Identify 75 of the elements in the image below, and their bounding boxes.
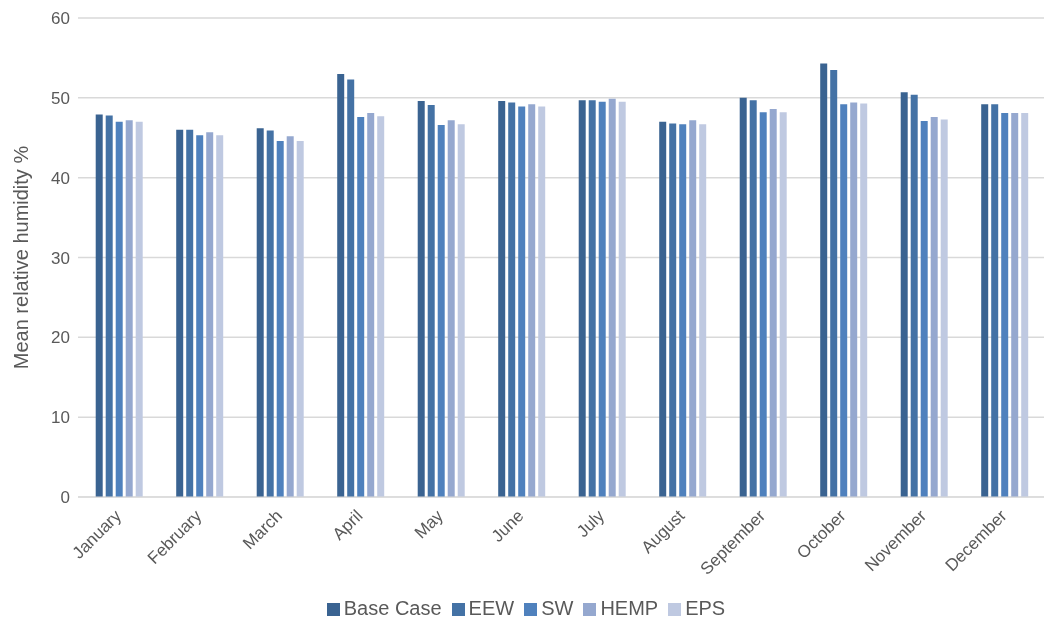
bar bbox=[850, 102, 858, 497]
bar bbox=[357, 116, 365, 497]
bar bbox=[457, 124, 465, 497]
bar bbox=[266, 130, 274, 497]
bar bbox=[216, 135, 224, 497]
bar bbox=[196, 135, 204, 497]
bar bbox=[508, 102, 516, 497]
bar bbox=[669, 123, 677, 497]
bar bbox=[759, 112, 767, 497]
bar bbox=[1011, 113, 1019, 497]
bar bbox=[679, 124, 687, 497]
bar bbox=[125, 120, 133, 497]
legend-label: SW bbox=[541, 597, 574, 619]
bar bbox=[135, 121, 143, 497]
bar bbox=[860, 103, 868, 497]
bar bbox=[115, 121, 123, 497]
bar bbox=[256, 128, 264, 497]
bar bbox=[900, 92, 908, 497]
bar bbox=[528, 104, 536, 497]
legend-label: EEW bbox=[468, 597, 515, 619]
bar bbox=[186, 129, 194, 497]
legend-label: HEMP bbox=[600, 597, 659, 619]
bar bbox=[598, 101, 606, 497]
legend-label: EPS bbox=[685, 597, 726, 619]
bar bbox=[991, 104, 999, 497]
bar bbox=[739, 97, 747, 497]
bar bbox=[498, 101, 506, 497]
bar bbox=[749, 100, 757, 497]
y-tick-label: 10 bbox=[51, 408, 70, 428]
bar bbox=[337, 73, 345, 497]
bar bbox=[981, 104, 989, 497]
bar bbox=[910, 94, 918, 497]
x-tick-label: May bbox=[410, 505, 448, 543]
bar bbox=[518, 106, 526, 497]
bar bbox=[276, 140, 284, 497]
bar bbox=[377, 116, 385, 497]
bar bbox=[95, 114, 103, 497]
bar bbox=[417, 101, 425, 497]
y-axis-title: Mean relative humidity % bbox=[10, 145, 33, 370]
bar bbox=[930, 116, 938, 497]
y-tick-label: 30 bbox=[51, 248, 70, 268]
bar bbox=[820, 63, 828, 497]
bar bbox=[578, 100, 586, 497]
bar bbox=[920, 120, 928, 497]
bar bbox=[427, 105, 435, 497]
bar bbox=[588, 100, 596, 497]
bar bbox=[699, 124, 707, 497]
bar bbox=[840, 104, 848, 497]
bar bbox=[296, 140, 304, 497]
bar bbox=[608, 98, 616, 497]
bar bbox=[659, 121, 667, 497]
legend-label: Base Case bbox=[343, 597, 442, 619]
x-tick-label: July bbox=[573, 505, 609, 542]
bar bbox=[538, 106, 546, 497]
bar bbox=[105, 115, 113, 497]
y-tick-label: 0 bbox=[60, 488, 70, 508]
bar bbox=[1021, 113, 1029, 497]
bar bbox=[206, 132, 214, 497]
bar bbox=[286, 136, 294, 497]
bar bbox=[447, 120, 455, 497]
y-tick-label: 50 bbox=[51, 88, 70, 108]
y-tick-label: 60 bbox=[51, 9, 70, 29]
bar bbox=[1001, 113, 1009, 497]
bar bbox=[779, 112, 787, 497]
y-tick-label: 20 bbox=[51, 328, 70, 348]
bar bbox=[437, 124, 445, 497]
y-tick-label: 40 bbox=[51, 168, 70, 188]
bar bbox=[769, 109, 777, 497]
bar bbox=[176, 129, 184, 497]
bar bbox=[347, 79, 355, 497]
bar bbox=[367, 113, 375, 497]
bar bbox=[689, 120, 697, 497]
bar bbox=[618, 101, 626, 497]
bar bbox=[830, 69, 838, 497]
bar bbox=[940, 119, 948, 497]
